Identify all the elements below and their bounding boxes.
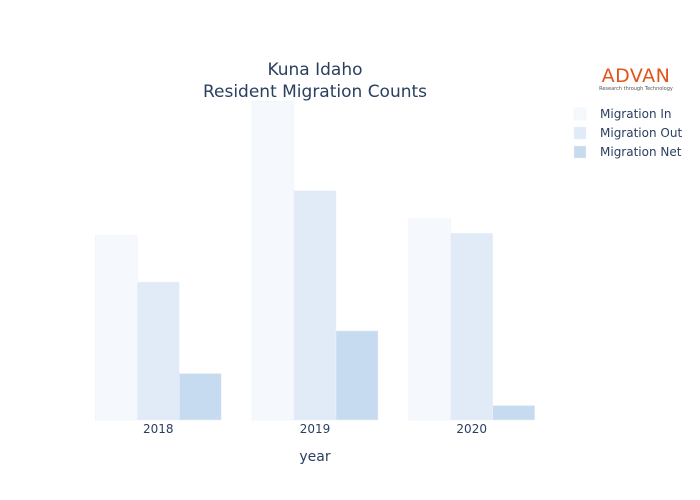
bar-migration-in-2019[interactable] (251, 101, 295, 421)
chart-title-line-2: Resident Migration Counts (203, 82, 427, 102)
legend-item-migration-in[interactable]: Migration In (573, 107, 672, 121)
legend-item-migration-out[interactable]: Migration Out (573, 126, 682, 140)
bars-group (95, 101, 535, 421)
chart-title-line-1: Kuna Idaho (267, 60, 362, 80)
bar-migration-in-2020[interactable] (408, 218, 451, 421)
bar-migration-out-2020[interactable] (450, 233, 493, 421)
bar-migration-out-2019[interactable] (293, 190, 337, 421)
legend-label: Migration Out (600, 126, 682, 140)
legend-item-migration-net[interactable]: Migration Net (573, 145, 682, 159)
x-tick-label-2019: 2019 (300, 422, 331, 436)
x-tick-labels: 2018 2019 2020 (143, 422, 487, 436)
legend-label: Migration In (600, 107, 672, 121)
legend-label: Migration Net (600, 145, 682, 159)
x-axis-title: year (299, 449, 330, 465)
legend[interactable]: Migration In Migration Out Migration Net (573, 107, 682, 159)
advan-logo: ADVAN Research through Technology (588, 66, 684, 92)
legend-swatch (573, 107, 587, 121)
legend-swatch (573, 126, 587, 140)
bar-migration-net-2019[interactable] (335, 330, 379, 421)
bar-migration-net-2020[interactable] (492, 405, 535, 421)
x-tick-label-2020: 2020 (456, 422, 487, 436)
legend-swatch (573, 145, 587, 159)
bar-migration-in-2018[interactable] (95, 235, 138, 421)
logo-wordmark: ADVAN (601, 65, 671, 87)
logo-tagline: Research through Technology (599, 86, 673, 92)
x-tick-label-2018: 2018 (143, 422, 174, 436)
bar-migration-out-2018[interactable] (137, 281, 180, 421)
bar-migration-net-2018[interactable] (179, 373, 222, 421)
